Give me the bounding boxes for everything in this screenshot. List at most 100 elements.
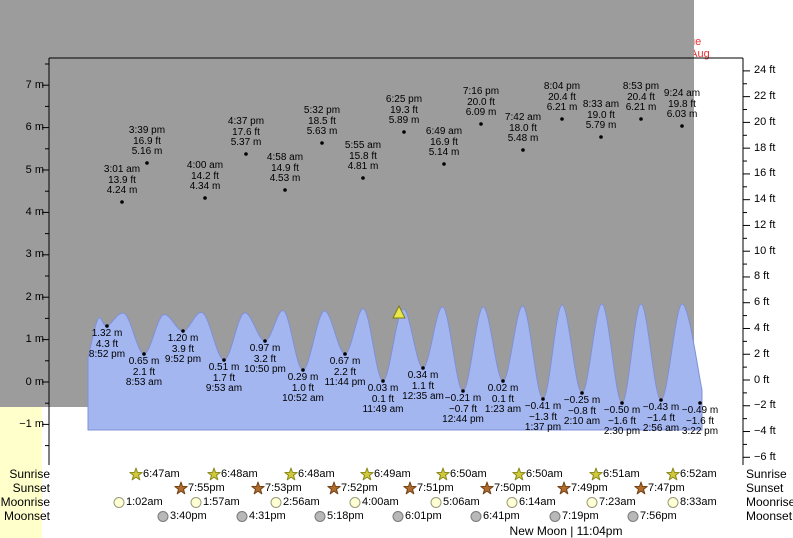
sunrise-time: 6:50am [450,468,487,480]
annotation-line: 6.03 m [666,109,698,120]
sunset-star-icon [174,481,188,495]
low-tide-annotation: 0.03 m 0.1 ft 11:49 am [363,383,404,416]
annotation-line: 11:44 pm [324,377,366,388]
moonrise-circle-icon [190,497,202,508]
sunrise-row-label-right: Sunrise [746,467,787,481]
low-tide-annotation: 0.29 m 1.0 ft 10:52 am [282,372,324,405]
high-tide-annotation: 7:16 pm 20.0 ft 6.09 m [462,86,500,119]
high-tide-dot [320,141,324,145]
annotation-line: 16.9 ft [133,135,161,147]
left-axis-label: 4 m [25,205,44,218]
annotation-line: 5.16 m [131,146,163,157]
annotation-line: 15.8 ft [349,150,377,162]
sunrise-time: 6:48am [221,468,258,480]
sunset-star-icon [634,481,648,495]
annotation-line: 5.48 m [507,133,539,144]
annotation-line: 2:56 am [642,423,680,434]
sunset-time: 7:50pm [494,482,531,494]
moonrise-circle-icon [586,497,598,508]
annotation-line: 8:53 am [125,377,163,388]
annotation-line: 0.03 m [367,383,399,394]
sunset-time: 7:47pm [648,482,685,494]
annotation-line: −1.3 ft [528,411,558,423]
sunrise-star-icon [666,467,680,481]
high-tide-dot [680,124,684,128]
current-time-marker-icon [392,304,406,319]
low-tide-annotation: −0.21 m −0.7 ft 12:44 pm [442,393,484,426]
sunrise-time: 6:50am [526,468,563,480]
annotation-line: 4.34 m [189,181,221,192]
annotation-line: 4.24 m [106,185,138,196]
left-axis-label: −1 m [19,417,44,430]
annotation-line: −0.41 m [524,401,562,412]
sunrise-star-icon [589,467,603,481]
right-axis-label: 6 ft [754,296,770,309]
sunrise-star-icon [360,467,374,481]
annotation-line: 10:52 am [282,393,324,404]
low-tide-dot [343,352,347,356]
low-tide-annotation: 1.32 m 4.3 ft 8:52 pm [89,328,125,361]
sunrise-star-icon [284,467,298,481]
moonrise-time: 7:23am [599,496,636,508]
annotation-line: 13.9 ft [108,174,136,186]
sunrise-time: 6:48am [298,468,335,480]
sunset-time: 7:53pm [265,482,302,494]
high-tide-annotation: 8:04 pm 20.4 ft 6.21 m [544,81,580,114]
annotation-line: 9:53 am [205,383,243,394]
annotation-line: 3.9 ft [171,343,195,355]
annotation-line: 19.0 ft [587,109,615,121]
high-tide-dot [402,130,406,134]
moonset-circle-icon [157,511,169,522]
right-axis-label: 24 ft [754,64,776,77]
moonset-row-label-left: Moonset [3,509,50,523]
low-tide-annotation: 0.97 m 3.2 ft 10:50 pm [244,343,286,376]
high-tide-dot [521,148,525,152]
moonrise-circle-icon [113,497,125,508]
annotation-line: −0.49 m [681,405,719,416]
sunset-star-icon [403,481,417,495]
left-axis-label: 6 m [25,121,44,134]
sunset-time: 7:51pm [417,482,454,494]
annotation-line: 19.8 ft [668,98,696,110]
annotation-line: 7:16 pm [462,86,500,97]
low-tide-dot [698,401,702,405]
right-axis-label: 14 ft [754,193,776,206]
moonrise-circle-icon [667,497,679,508]
annotation-line: 6:25 pm [385,94,423,105]
moonset-time: 7:19pm [562,510,599,522]
high-tide-dot [244,152,248,156]
sunset-row-label-right: Sunset [746,481,784,495]
new-moon-label: New Moon | 11:04pm [509,524,623,538]
right-axis-label: 20 ft [754,115,776,128]
moonset-time: 6:41pm [483,510,520,522]
right-axis-label: 16 ft [754,167,776,180]
right-axis-label: −4 ft [754,425,776,438]
annotation-line: 1:23 am [484,404,522,415]
left-axis-label: 1 m [25,333,44,346]
annotation-line: 19.3 ft [390,104,418,116]
moonrise-row-label-right: Moonrise [746,495,793,509]
low-tide-dot [659,398,663,402]
annotation-line: 9:52 pm [164,354,202,365]
sunrise-star-icon [129,467,143,481]
moonrise-row-label-left: Moonrise [0,495,50,509]
moonset-time: 6:01pm [405,510,442,522]
annotation-line: 6.09 m [465,107,497,118]
annotation-line: 4.81 m [347,161,379,172]
left-axis-label: 3 m [25,248,44,261]
high-tide-dot [283,188,287,192]
annotation-line: 0.02 m [487,383,519,394]
low-tide-dot [181,329,185,333]
sunrise-row-label-left: Sunrise [9,467,50,481]
left-axis-label: 5 m [25,163,44,176]
low-tide-annotation: 0.65 m 2.1 ft 8:53 am [125,356,163,389]
annotation-line: 0.1 ft [371,393,395,405]
low-tide-dot [541,397,545,401]
annotation-line: 16.9 ft [430,136,458,148]
annotation-line: 12:44 pm [442,414,484,425]
annotation-line: 1.0 ft [291,382,315,394]
high-tide-dot [479,122,483,126]
annotation-line: 4:58 am [266,152,304,163]
sunset-row-label-left: Sunset [12,481,50,495]
